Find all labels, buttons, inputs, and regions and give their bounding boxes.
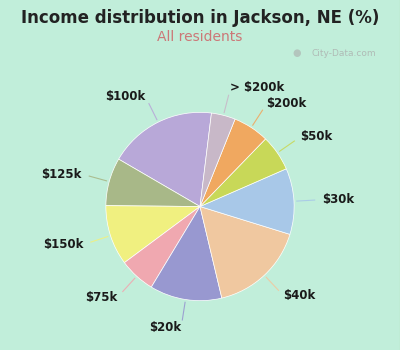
Text: City-Data.com: City-Data.com — [312, 49, 377, 58]
Text: $75k: $75k — [86, 290, 118, 303]
Wedge shape — [200, 206, 290, 298]
Text: Income distribution in Jackson, NE (%): Income distribution in Jackson, NE (%) — [21, 9, 379, 27]
Text: $200k: $200k — [267, 97, 307, 110]
Text: $30k: $30k — [322, 193, 354, 206]
Text: > $200k: > $200k — [230, 82, 285, 95]
Wedge shape — [200, 113, 235, 206]
Wedge shape — [119, 112, 212, 206]
Text: $40k: $40k — [284, 289, 316, 302]
Wedge shape — [106, 206, 200, 262]
Wedge shape — [124, 206, 200, 287]
Text: All residents: All residents — [157, 30, 243, 44]
Text: $125k: $125k — [42, 168, 82, 181]
Wedge shape — [200, 119, 266, 206]
Text: $50k: $50k — [300, 130, 333, 143]
Text: $150k: $150k — [43, 238, 84, 251]
Text: ●: ● — [292, 48, 300, 58]
Wedge shape — [200, 169, 294, 234]
Wedge shape — [106, 159, 200, 206]
Wedge shape — [200, 139, 286, 206]
Text: $20k: $20k — [149, 321, 181, 334]
Wedge shape — [151, 206, 222, 301]
Text: $100k: $100k — [105, 90, 146, 103]
